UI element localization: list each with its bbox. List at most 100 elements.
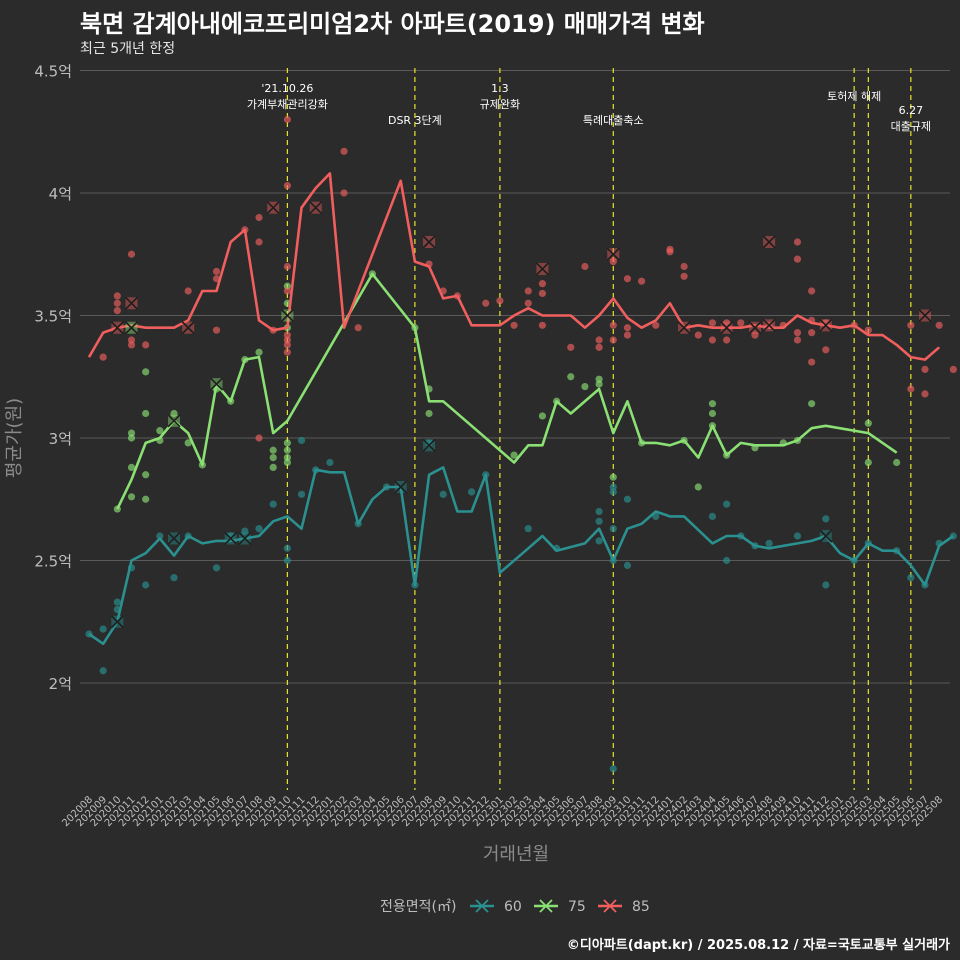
data-point-85	[595, 336, 603, 344]
data-point-85	[808, 287, 816, 295]
series-line-85	[87, 172, 941, 361]
data-point-75	[142, 495, 150, 503]
data-point-75	[425, 409, 433, 418]
data-point-85	[538, 280, 547, 288]
y-tick-label: 3억	[49, 430, 72, 448]
marker-85	[266, 201, 280, 215]
data-point-60	[609, 765, 617, 773]
marker-cross	[748, 321, 762, 335]
data-point-85	[921, 390, 929, 398]
marker-cross	[677, 321, 691, 335]
data-point-85	[921, 365, 929, 373]
data-point-85	[723, 336, 731, 344]
data-point-75	[184, 439, 192, 447]
legend-item-60: 60	[470, 899, 522, 915]
data-point-75	[864, 419, 872, 427]
data-point-60	[765, 539, 773, 547]
data-point-75	[538, 412, 547, 420]
marker-cross	[167, 531, 181, 546]
data-point-60	[255, 525, 263, 533]
marker-60	[238, 531, 252, 546]
data-point-75	[127, 493, 136, 501]
marker-cross	[266, 201, 280, 215]
marker-cross	[819, 318, 833, 332]
data-point-85	[708, 319, 717, 327]
data-point-85	[283, 115, 291, 124]
event-label: 6.27	[899, 104, 924, 117]
data-point-75	[127, 463, 136, 471]
marker-85	[748, 321, 762, 335]
data-point-85	[212, 267, 221, 275]
data-point-75	[283, 446, 291, 454]
data-point-85	[708, 336, 717, 344]
marker-85	[677, 321, 691, 335]
average-price-lines	[87, 172, 955, 646]
data-point-60	[326, 458, 334, 467]
data-point-85	[751, 331, 759, 339]
data-point-75	[142, 368, 150, 376]
data-point-60	[283, 544, 291, 552]
data-point-60	[595, 537, 603, 545]
legend-cross-icon	[603, 899, 617, 913]
data-point-75	[708, 400, 717, 408]
data-point-85	[793, 238, 802, 246]
data-point-85	[581, 262, 589, 271]
data-point-60	[241, 527, 249, 535]
data-point-85	[737, 319, 745, 327]
data-point-85	[907, 321, 915, 329]
data-point-60	[297, 490, 306, 498]
data-point-85	[354, 324, 362, 332]
y-tick-label: 3.5억	[34, 308, 72, 326]
data-point-75	[142, 471, 150, 479]
marker-cross	[720, 321, 734, 335]
marker-85	[918, 308, 932, 323]
data-point-60	[907, 574, 915, 582]
data-point-85	[482, 299, 490, 307]
data-point-75	[283, 439, 291, 447]
data-point-85	[638, 277, 646, 285]
data-point-85	[793, 255, 802, 263]
marker-60	[224, 531, 238, 546]
marker-cross	[124, 321, 139, 335]
data-point-85	[907, 385, 915, 393]
data-point-85	[255, 238, 263, 246]
data-point-85	[496, 297, 504, 305]
data-point-60	[595, 517, 603, 525]
data-point-85	[609, 336, 617, 344]
series-line-75	[116, 272, 898, 510]
marker-cross	[309, 201, 323, 215]
data-point-85	[623, 331, 632, 339]
marker-cross	[110, 615, 124, 629]
data-point-60	[99, 667, 107, 675]
marker-85	[110, 321, 124, 335]
data-point-75	[269, 463, 277, 471]
data-point-85	[623, 324, 632, 332]
data-point-85	[283, 262, 291, 271]
event-label: 가계부채관리강화	[247, 98, 328, 111]
y-tick-label: 4.5억	[34, 63, 72, 81]
data-point-60	[269, 500, 277, 508]
data-point-85	[283, 287, 291, 295]
marker-cross	[606, 247, 620, 261]
data-point-75	[156, 427, 164, 435]
marker-75	[167, 414, 181, 428]
data-point-60	[99, 625, 107, 633]
grid-lines	[80, 70, 950, 684]
data-point-85	[808, 358, 816, 366]
marker-85	[309, 201, 323, 215]
data-point-85	[255, 434, 263, 442]
data-point-60	[439, 490, 447, 498]
marker-75	[280, 308, 294, 323]
data-point-60	[297, 436, 306, 445]
data-point-60	[467, 488, 476, 496]
marker-85	[606, 247, 620, 261]
marker-60	[819, 529, 833, 543]
data-point-60	[142, 581, 150, 589]
data-point-60	[113, 598, 121, 606]
chart-title: 북면 감계아내에코프리미엄2차 아파트(2019) 매매가격 변화	[80, 10, 705, 38]
data-point-75	[808, 400, 816, 408]
data-point-85	[567, 343, 575, 351]
data-point-75	[893, 458, 901, 467]
data-point-85	[793, 329, 802, 337]
